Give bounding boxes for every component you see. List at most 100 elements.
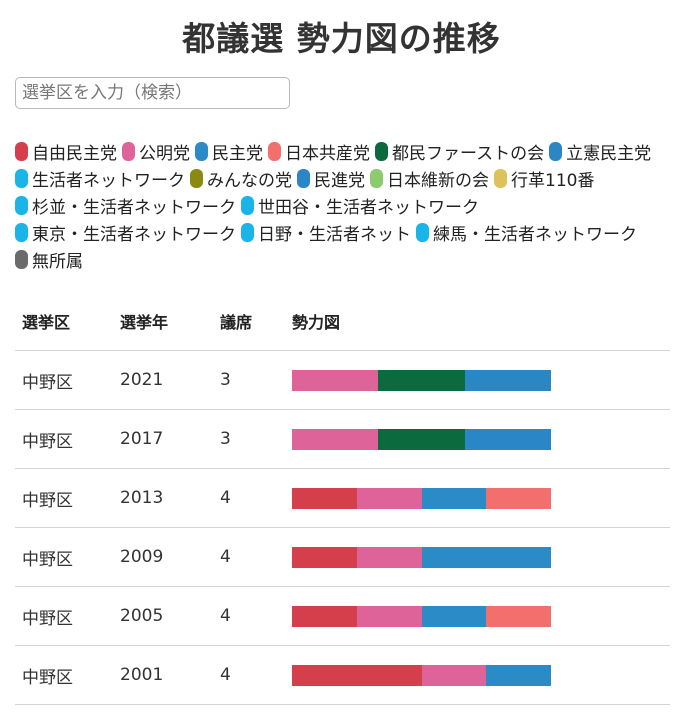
- legend-swatch: [375, 141, 388, 161]
- table-row: 中野区 2001 4: [15, 645, 670, 705]
- legend-label: 公明党: [139, 143, 190, 164]
- composition-bar: [292, 664, 551, 686]
- composition-bar: [292, 605, 551, 627]
- district-cell: 中野区: [15, 645, 113, 705]
- legend-label: 日本維新の会: [387, 170, 489, 191]
- legend-label: 生活者ネットワーク: [32, 170, 185, 191]
- composition-bar: [292, 546, 551, 568]
- legend-label: 日本共産党: [285, 143, 370, 164]
- legend-label: 無所属: [32, 251, 83, 272]
- legend-item[interactable]: 世田谷・生活者ネットワーク: [241, 193, 479, 218]
- legend-item[interactable]: 日本共産党: [268, 139, 370, 164]
- legend-swatch: [494, 168, 507, 188]
- legend-label: 練馬・生活者ネットワーク: [433, 224, 637, 245]
- seats-cell: 4: [213, 586, 285, 646]
- district-cell: 中野区: [15, 468, 113, 528]
- legend-item[interactable]: 都民ファーストの会: [375, 139, 545, 164]
- year-cell: 2017: [113, 409, 213, 469]
- legend-item[interactable]: 自由民主党: [15, 139, 117, 164]
- legend-swatch: [241, 222, 254, 242]
- header-composition: 勢力図: [285, 292, 670, 351]
- composition-segment: [421, 605, 487, 627]
- table-row: 中野区 2009 4: [15, 527, 670, 587]
- composition-segment: [464, 428, 551, 450]
- year-cell: 2013: [113, 468, 213, 528]
- composition-segment: [356, 605, 422, 627]
- district-cell: 中野区: [15, 350, 113, 410]
- table-row: 中野区 2021 3: [15, 350, 670, 410]
- composition-cell: [285, 468, 670, 528]
- composition-segment: [292, 428, 379, 450]
- legend-swatch: [370, 168, 383, 188]
- legend-swatch: [15, 141, 28, 161]
- table-header-row: 選挙区 選挙年 議席 勢力図: [15, 292, 670, 351]
- header-year[interactable]: 選挙年: [113, 292, 213, 351]
- seats-cell: 3: [213, 409, 285, 469]
- composition-segment: [378, 369, 465, 391]
- composition-segment: [292, 487, 357, 509]
- legend-item[interactable]: 東京・生活者ネットワーク: [15, 220, 236, 245]
- table-row: 中野区 2005 4: [15, 586, 670, 646]
- legend-swatch: [241, 195, 254, 215]
- legend-swatch: [268, 141, 281, 161]
- year-cell: 2021: [113, 350, 213, 410]
- legend-swatch: [15, 222, 28, 242]
- legend-label: 東京・生活者ネットワーク: [32, 224, 236, 245]
- composition-segment: [292, 369, 379, 391]
- district-cell: 中野区: [15, 409, 113, 469]
- party-legend: 自由民主党 公明党 民主党 日本共産党 都民ファーストの会 立憲民主党生活者ネットワーク み…: [15, 139, 675, 272]
- composition-segment: [421, 546, 551, 568]
- composition-cell: [285, 350, 670, 410]
- legend-item[interactable]: みんなの党: [190, 166, 292, 191]
- composition-segment: [356, 487, 422, 509]
- seats-cell: 3: [213, 350, 285, 410]
- header-seats[interactable]: 議席: [213, 292, 285, 351]
- legend-swatch: [15, 168, 28, 188]
- search-input[interactable]: [15, 77, 290, 109]
- legend-item[interactable]: 行革110番: [494, 166, 595, 191]
- legend-swatch: [122, 141, 135, 161]
- header-district[interactable]: 選挙区: [15, 292, 113, 351]
- legend-label: 行革110番: [511, 170, 595, 191]
- composition-cell: [285, 586, 670, 646]
- legend-swatch: [297, 168, 310, 188]
- legend-item[interactable]: 民主党: [195, 139, 263, 164]
- composition-segment: [378, 428, 465, 450]
- legend-item[interactable]: 民進党: [297, 166, 365, 191]
- legend-item[interactable]: 日本維新の会: [370, 166, 489, 191]
- legend-item[interactable]: 日野・生活者ネット: [241, 220, 411, 245]
- composition-segment: [486, 487, 551, 509]
- district-cell: 中野区: [15, 586, 113, 646]
- composition-bar: [292, 487, 551, 509]
- legend-label: 自由民主党: [32, 143, 117, 164]
- legend-item[interactable]: 生活者ネットワーク: [15, 166, 185, 191]
- composition-segment: [356, 546, 422, 568]
- composition-bar: [292, 369, 551, 391]
- seats-cell: 4: [213, 468, 285, 528]
- composition-cell: [285, 527, 670, 587]
- legend-item[interactable]: 公明党: [122, 139, 190, 164]
- legend-label: 民進党: [314, 170, 365, 191]
- legend-label: 日野・生活者ネット: [258, 224, 411, 245]
- legend-item[interactable]: 杉並・生活者ネットワーク: [15, 193, 236, 218]
- legend-swatch: [15, 195, 28, 215]
- legend-swatch: [195, 141, 208, 161]
- seats-cell: 4: [213, 645, 285, 705]
- legend-label: 都民ファーストの会: [392, 143, 545, 164]
- district-cell: 中野区: [15, 527, 113, 587]
- composition-segment: [464, 369, 551, 391]
- legend-item[interactable]: 練馬・生活者ネットワーク: [416, 220, 637, 245]
- legend-swatch: [549, 141, 563, 161]
- legend-label: 世田谷・生活者ネットワーク: [258, 197, 479, 218]
- legend-label: みんなの党: [207, 170, 292, 191]
- year-cell: 2009: [113, 527, 213, 587]
- legend-label: 杉並・生活者ネットワーク: [32, 197, 236, 218]
- composition-bar: [292, 428, 551, 450]
- composition-cell: [285, 645, 670, 705]
- legend-item[interactable]: 立憲民主党: [549, 139, 652, 164]
- table-row: 中野区 2017 3: [15, 409, 670, 469]
- legend-swatch: [190, 168, 203, 188]
- legend-label: 立憲民主党: [566, 143, 652, 164]
- results-table: 選挙区 選挙年 議席 勢力図 中野区 2021 3 中野区 2017 3 中野区 2013 4 中…: [15, 292, 670, 705]
- legend-item[interactable]: 無所属: [15, 247, 83, 272]
